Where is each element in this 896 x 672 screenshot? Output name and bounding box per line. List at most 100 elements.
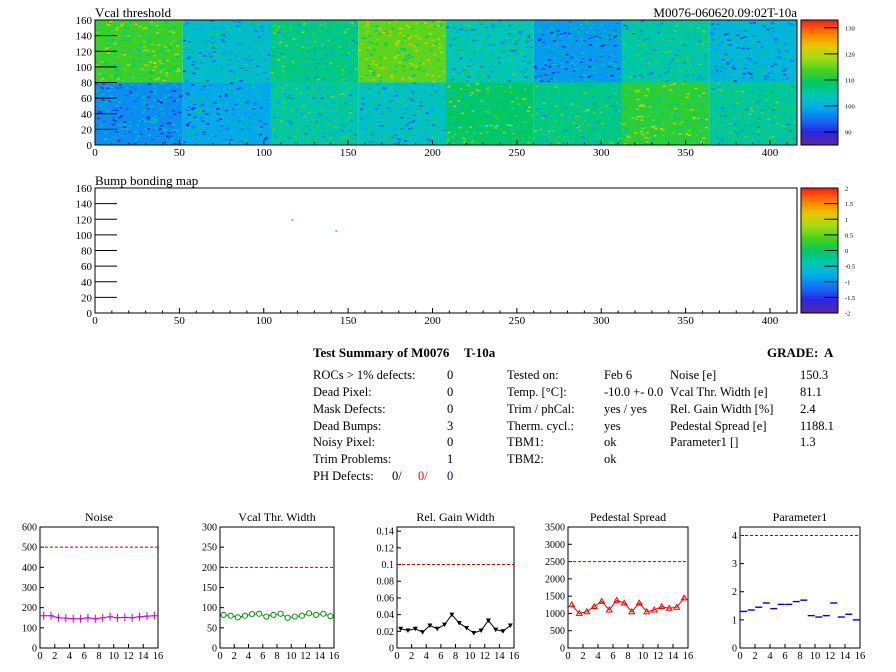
pixel-noise (769, 90, 773, 92)
pixel-noise (314, 90, 318, 92)
pixel-noise (293, 142, 297, 144)
pixel-noise (743, 36, 747, 38)
y-tick-label: 200 (22, 603, 37, 614)
pixel-noise (285, 110, 289, 113)
pixel-noise (248, 67, 252, 69)
color-scale-band (801, 107, 838, 111)
pixel-noise (580, 24, 584, 26)
pixel-noise (428, 104, 432, 107)
pixel-noise (256, 93, 260, 95)
pixel-noise (393, 90, 397, 92)
pixel-noise (741, 47, 745, 50)
pixel-noise (159, 99, 163, 101)
color-scale-band (801, 265, 838, 269)
pixel-noise (515, 130, 519, 133)
pixel-noise (602, 30, 606, 32)
pixel-noise (695, 139, 699, 142)
pixel-noise (722, 113, 726, 115)
x-tick-label: 10 (638, 651, 649, 662)
pixel-noise (736, 132, 740, 135)
pixel-noise (759, 92, 763, 95)
pixel-noise (481, 21, 485, 23)
color-scale-band (801, 238, 838, 241)
pixel-noise (683, 62, 687, 64)
pixel-noise (555, 43, 559, 46)
pixel-noise (729, 131, 733, 134)
pixel-noise (464, 29, 468, 32)
pixel-noise (182, 48, 186, 50)
pixel-noise (471, 74, 475, 76)
pixel-noise (209, 106, 213, 108)
pixel-noise (453, 26, 457, 28)
pixel-noise (133, 143, 137, 145)
pixel-noise (453, 95, 457, 98)
pixel-noise (300, 71, 304, 73)
pixel-noise (405, 39, 409, 42)
pixel-noise (713, 85, 717, 87)
pixel-noise (362, 83, 366, 85)
pixel-noise (289, 80, 293, 82)
color-scale-band (801, 32, 838, 36)
pixel-noise (703, 101, 707, 104)
pixel-noise (638, 105, 642, 107)
pixel-noise (383, 100, 387, 102)
pixel-noise (298, 92, 302, 94)
pixel-noise (414, 93, 418, 95)
pixel-noise (296, 62, 300, 65)
pixel-noise (341, 55, 345, 57)
pixel-noise (194, 67, 198, 70)
pixel-noise (295, 128, 299, 131)
pixel-noise (171, 110, 175, 112)
data-point (680, 594, 688, 601)
pixel-noise (539, 94, 543, 97)
pixel-noise (705, 48, 709, 51)
data-point (613, 596, 621, 603)
pixel-noise (338, 45, 342, 48)
pixel-noise (517, 127, 521, 130)
pixel-noise (388, 21, 391, 24)
pixel-noise (662, 72, 665, 74)
pixel-noise (113, 75, 117, 77)
pixel-noise (480, 48, 484, 51)
y-tick-label: 140 (76, 31, 93, 43)
pixel-noise (671, 133, 675, 135)
pixel-noise (244, 70, 248, 72)
pixel-noise (294, 107, 298, 110)
pixel-noise (750, 110, 754, 112)
pixel-noise (220, 99, 224, 101)
color-scale-label: 100 (845, 103, 855, 110)
pixel-noise (383, 121, 387, 123)
pixel-noise (605, 118, 609, 120)
pixel-noise (172, 31, 176, 34)
pixel-noise (724, 67, 728, 70)
pixel-noise (556, 30, 560, 32)
pixel-noise (545, 116, 548, 118)
pixel-noise (746, 47, 750, 50)
pixel-noise (197, 48, 201, 50)
pixel-noise (163, 59, 166, 61)
bump-defect-point (335, 230, 338, 232)
pixel-noise (595, 60, 598, 62)
map-title: Vcal threshold (95, 5, 172, 20)
pixel-noise (623, 127, 626, 129)
x-tick-label: 10 (465, 651, 476, 662)
pixel-noise (542, 142, 546, 144)
pixel-noise (449, 101, 453, 103)
pixel-noise (666, 114, 670, 117)
pixel-noise (639, 35, 643, 37)
pixel-noise (462, 24, 466, 27)
color-scale-band (801, 205, 838, 209)
pixel-noise (380, 125, 384, 127)
pixel-noise (367, 50, 370, 52)
pixel-noise (284, 41, 288, 43)
pixel-noise (363, 37, 367, 39)
pixel-noise (428, 101, 432, 103)
pixel-noise (717, 106, 721, 108)
pixel-noise (659, 39, 663, 41)
pixel-noise (361, 97, 365, 99)
pixel-noise (368, 111, 372, 114)
pixel-noise (491, 24, 495, 26)
pixel-noise (233, 21, 236, 23)
pixel-noise (417, 49, 421, 52)
pixel-noise (275, 28, 279, 30)
